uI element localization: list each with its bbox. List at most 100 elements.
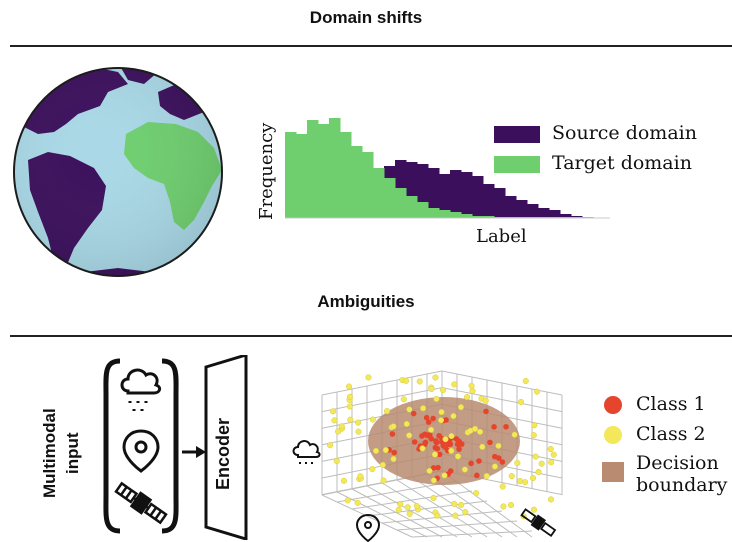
class1-point <box>436 451 443 458</box>
target-bar <box>428 208 440 218</box>
axis-cloud-icon <box>292 440 321 464</box>
source-bar <box>516 200 528 218</box>
target-bar <box>439 210 451 218</box>
class1-point <box>411 439 418 445</box>
class1-point <box>391 449 397 456</box>
class2-point <box>514 459 521 467</box>
encoder-block <box>204 355 248 540</box>
class1-point <box>436 432 442 439</box>
class1-point <box>487 439 493 446</box>
grid-line <box>321 370 443 396</box>
class2-point <box>330 408 337 415</box>
class1-point <box>434 445 441 452</box>
class2-point <box>380 477 387 484</box>
class1-point <box>476 458 482 464</box>
class2-point <box>346 383 353 390</box>
source-bar <box>461 172 473 218</box>
class2-point <box>419 445 426 452</box>
top-divider <box>10 45 732 47</box>
class2-point <box>479 443 486 450</box>
class2-point <box>397 501 404 508</box>
scatter-3d-plot <box>292 370 563 542</box>
class2-point <box>491 463 498 470</box>
target-bar <box>395 188 407 218</box>
location-pin-icon <box>122 429 160 473</box>
class2-point <box>403 420 410 428</box>
grid-line <box>411 530 533 538</box>
class1-point <box>433 439 439 445</box>
class1-point <box>503 423 509 430</box>
target-bar <box>351 146 363 218</box>
class1-point <box>447 468 454 474</box>
class2-point <box>346 403 353 410</box>
class2-point <box>531 422 538 429</box>
weather-cloud-icon <box>120 368 162 411</box>
class2-point <box>508 473 515 480</box>
class2-point <box>428 386 435 393</box>
class2-point <box>369 416 376 423</box>
legend-label-boundary-2: boundary <box>636 474 728 496</box>
class2-point <box>379 461 386 468</box>
class1-point <box>454 441 461 448</box>
class2-point <box>550 451 557 458</box>
legend-label-boundary-1: Decision <box>636 452 719 474</box>
class1-point <box>430 465 437 471</box>
class2-point <box>357 473 364 480</box>
class2-point <box>439 386 447 394</box>
class2-point <box>458 501 465 508</box>
class2-point <box>452 512 459 519</box>
grid-line <box>321 387 443 413</box>
class1-point <box>423 414 430 421</box>
globe-illustration <box>13 67 223 277</box>
grid-line <box>396 520 518 531</box>
arrow-head <box>196 446 206 458</box>
target-bar <box>417 202 429 218</box>
class2-point <box>530 506 538 513</box>
class2-point <box>354 499 361 506</box>
grid-line <box>441 370 563 396</box>
legend-label-target: Target domain <box>552 152 692 174</box>
ambiguities-title: Ambiguities <box>317 292 415 311</box>
class2-point <box>420 405 427 412</box>
class2-point <box>508 502 515 509</box>
source-bar <box>538 208 550 218</box>
class2-point <box>355 428 362 435</box>
class2-point <box>441 472 448 479</box>
class2-point <box>431 451 438 458</box>
class2-point <box>442 436 449 443</box>
multimodal-label-line2: input <box>63 432 82 474</box>
class2-point <box>522 378 529 385</box>
target-bar <box>340 132 352 218</box>
class2-point <box>448 432 455 440</box>
target-bar <box>384 178 396 218</box>
target-bar <box>483 216 495 218</box>
class2-point <box>450 413 457 420</box>
class1-point <box>422 431 428 438</box>
class2-point <box>333 458 340 465</box>
class2-point <box>340 477 347 484</box>
legend-swatch-boundary <box>602 462 624 482</box>
legend-swatch-source <box>494 126 540 143</box>
class2-point <box>338 423 345 430</box>
class1-point <box>422 439 429 446</box>
satellite-icon <box>114 481 168 525</box>
class2-point <box>413 503 420 510</box>
source-bar <box>560 214 572 218</box>
class2-point <box>369 466 376 473</box>
axis-satellite-icon <box>520 508 557 538</box>
class2-point <box>471 425 479 432</box>
multimodal-label-line1: Multimodal <box>40 408 59 498</box>
class2-point <box>406 432 413 439</box>
histogram-y-label: Frequency <box>256 122 277 220</box>
source-bar <box>549 210 561 218</box>
grid-line <box>366 500 488 517</box>
class2-point <box>326 442 334 449</box>
class2-point <box>438 409 445 416</box>
class2-point <box>430 494 437 501</box>
class2-point <box>451 381 458 388</box>
right-bracket <box>161 358 179 534</box>
axis-pin-icon <box>355 513 381 542</box>
class1-point <box>474 472 480 479</box>
class2-point <box>406 510 413 517</box>
class2-point <box>463 394 471 401</box>
